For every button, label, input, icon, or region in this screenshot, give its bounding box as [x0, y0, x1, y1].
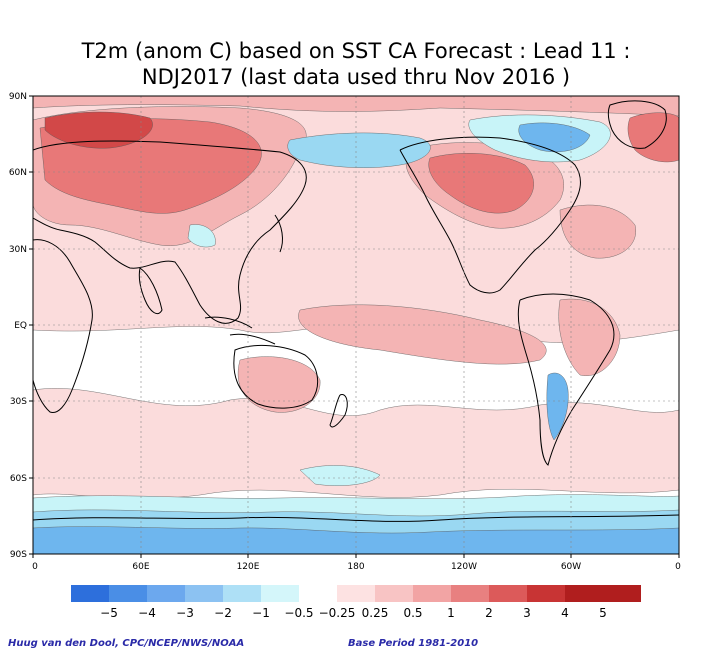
colorbar-label-8: 0.25 [362, 606, 389, 620]
colorbar-swatch-6 [261, 585, 299, 602]
atlantic-warm [559, 204, 636, 259]
lon-label-60e: 60E [132, 562, 149, 572]
title-line-2: NDJ2017 (last data used thru Nov 2016 ) [141, 65, 571, 89]
coastline-north-america [399, 136, 581, 294]
colorbar-swatch-10 [413, 585, 451, 602]
colorbar-swatch-5 [223, 585, 261, 602]
colorbar-swatch-3 [147, 585, 185, 602]
lat-label-90n: 90N [9, 92, 27, 102]
latitude-labels: 90N 60N 30N EQ 30S 60S 90S [9, 92, 27, 560]
arctic-cool-strong [518, 122, 591, 153]
anomaly-field [33, 96, 679, 554]
colorbar-label-10: 1 [447, 606, 455, 620]
lat-label-30s: 30S [10, 397, 27, 407]
coastline-indonesia [204, 316, 276, 345]
coastline-africa [33, 239, 93, 414]
graticule [33, 96, 679, 554]
colorbar-swatch-8 [337, 585, 375, 602]
colorbar-label-13: 4 [561, 606, 569, 620]
colorbar-swatch-13 [527, 585, 565, 602]
tropical-pacific-warm [298, 304, 547, 365]
colorbar-label-9: 0.5 [403, 606, 422, 620]
antarctic-cool-strong [33, 526, 679, 554]
colorbar-label-6: −0.5 [284, 606, 313, 620]
lon-label-0-west: 0 [32, 562, 38, 572]
longitude-labels: 0 60E 120E 180 120W 60W 0 [32, 562, 681, 572]
colorbar-label-3: −3 [176, 606, 194, 620]
greenland-warm [627, 112, 679, 163]
indian-ocean-cool [187, 224, 216, 248]
colorbar-labels: −5 −4 −3 −2 −1 −0.5 −0.25 0.25 0.5 1 2 3… [100, 606, 607, 620]
lat-label-60n: 60N [9, 168, 27, 178]
central-pacific-cool [299, 465, 381, 486]
colorbar-swatch-11 [451, 585, 489, 602]
lon-label-180: 180 [347, 562, 364, 572]
coastline-new-zealand [329, 393, 348, 428]
colorbar-swatch-2 [109, 585, 147, 602]
lon-label-120e: 120E [237, 562, 260, 572]
arctic-cool [287, 132, 431, 168]
lon-label-0-east: 0 [675, 562, 681, 572]
title-line-1: T2m (anom C) based on SST CA Forecast : … [81, 39, 631, 63]
credit-text: Huug van den Dool, CPC/NCEP/NWS/NOAA [8, 638, 245, 649]
lat-label-eq: EQ [14, 321, 27, 331]
lon-label-120w: 120W [451, 562, 477, 572]
coastline-south-america [517, 293, 615, 466]
south-america-cool [546, 372, 569, 441]
colorbar-label-14: 5 [599, 606, 607, 620]
colorbar-label-12: 3 [523, 606, 531, 620]
map-title: T2m (anom C) based on SST CA Forecast : … [0, 38, 712, 90]
north-america-warm-strong [428, 153, 534, 214]
colorbar-swatch-12 [489, 585, 527, 602]
colorbar-label-1: −5 [100, 606, 118, 620]
coastlines [33, 100, 679, 522]
axis-ticks [29, 95, 680, 558]
color-bar [71, 585, 641, 602]
colorbar-swatch-9 [375, 585, 413, 602]
colorbar-label-2: −4 [138, 606, 156, 620]
colorbar-swatch-4 [185, 585, 223, 602]
lat-label-30n: 30N [9, 245, 27, 255]
lat-label-90s: 90S [10, 550, 27, 560]
coastline-australia [233, 345, 319, 409]
base-period-text: Base Period 1981-2010 [348, 638, 479, 649]
colorbar-label-7: −0.25 [319, 606, 356, 620]
eurasia-warm-deep [44, 111, 153, 149]
colorbar-swatch-7 [299, 585, 337, 602]
lon-label-60w: 60W [561, 562, 581, 572]
colorbar-swatch-14 [565, 585, 641, 602]
colorbar-label-5: −1 [252, 606, 270, 620]
coastline-antarctica [33, 514, 679, 522]
colorbar-label-11: 2 [485, 606, 493, 620]
coastline-japan [274, 214, 283, 253]
coastline-india [138, 267, 163, 315]
colorbar-label-4: −2 [214, 606, 232, 620]
coastline-greenland [607, 100, 667, 149]
colorbar-swatch-1 [71, 585, 109, 602]
coastline-eurasia [33, 140, 307, 324]
lat-label-60s: 60S [10, 474, 27, 484]
